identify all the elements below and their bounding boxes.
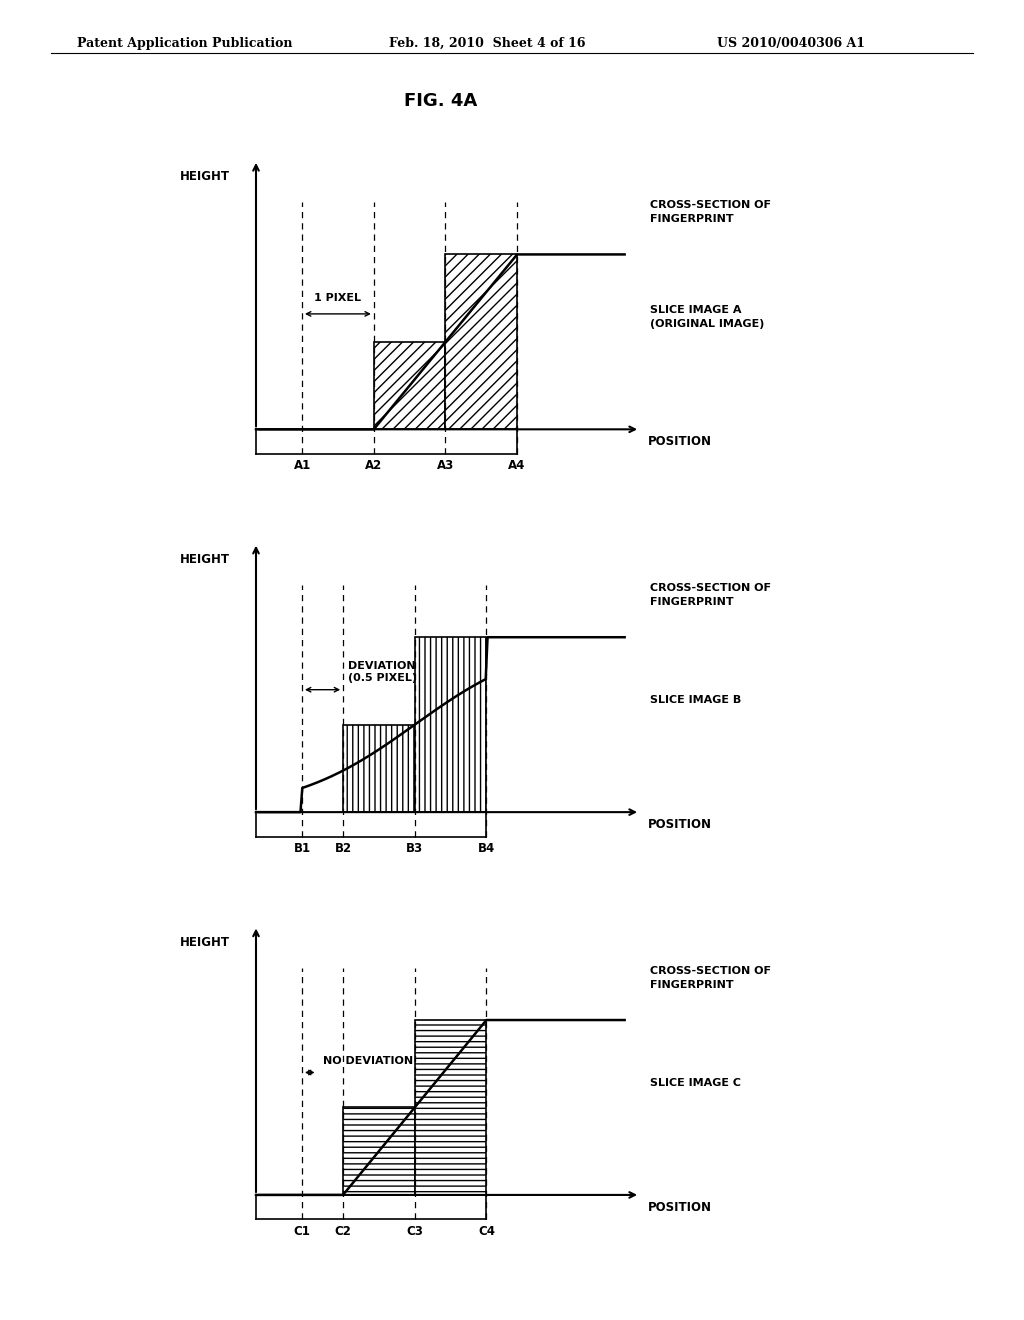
Bar: [445, 255, 517, 429]
Text: NO DEVIATION: NO DEVIATION: [323, 1056, 413, 1065]
Text: A4: A4: [509, 459, 525, 473]
Text: Feb. 18, 2010  Sheet 4 of 16: Feb. 18, 2010 Sheet 4 of 16: [389, 37, 586, 50]
Text: A3: A3: [437, 459, 454, 473]
Text: HEIGHT: HEIGHT: [180, 170, 229, 183]
Text: C1: C1: [294, 1225, 310, 1238]
Text: CROSS-SECTION OF
FINGERPRINT: CROSS-SECTION OF FINGERPRINT: [650, 583, 771, 607]
Text: A2: A2: [366, 459, 382, 473]
Text: B3: B3: [407, 842, 423, 855]
Text: B1: B1: [294, 842, 310, 855]
Text: DEVIATION
(0.5 PIXEL): DEVIATION (0.5 PIXEL): [348, 661, 417, 682]
Text: B2: B2: [335, 842, 351, 855]
Text: SLICE IMAGE A
(ORIGINAL IMAGE): SLICE IMAGE A (ORIGINAL IMAGE): [650, 305, 765, 330]
Text: Patent Application Publication: Patent Application Publication: [77, 37, 292, 50]
Text: POSITION: POSITION: [648, 436, 712, 447]
Text: POSITION: POSITION: [648, 1201, 712, 1213]
Text: B4: B4: [478, 842, 495, 855]
Text: C4: C4: [478, 1225, 495, 1238]
Text: CROSS-SECTION OF
FINGERPRINT: CROSS-SECTION OF FINGERPRINT: [650, 201, 771, 224]
Text: SLICE IMAGE B: SLICE IMAGE B: [650, 696, 741, 705]
Bar: [343, 1107, 415, 1195]
Text: SLICE IMAGE C: SLICE IMAGE C: [650, 1078, 741, 1088]
Text: FIG. 4A: FIG. 4A: [403, 92, 477, 111]
Text: C2: C2: [335, 1225, 351, 1238]
Text: HEIGHT: HEIGHT: [180, 553, 229, 566]
Text: C3: C3: [407, 1225, 423, 1238]
Text: POSITION: POSITION: [648, 818, 712, 830]
Text: 1 PIXEL: 1 PIXEL: [314, 293, 361, 304]
Text: HEIGHT: HEIGHT: [180, 936, 229, 949]
Text: US 2010/0040306 A1: US 2010/0040306 A1: [717, 37, 865, 50]
Bar: [415, 638, 486, 812]
Bar: [374, 342, 445, 429]
Text: A1: A1: [294, 459, 310, 473]
Text: CROSS-SECTION OF
FINGERPRINT: CROSS-SECTION OF FINGERPRINT: [650, 966, 771, 990]
Bar: [415, 1020, 486, 1195]
Bar: [343, 725, 415, 812]
